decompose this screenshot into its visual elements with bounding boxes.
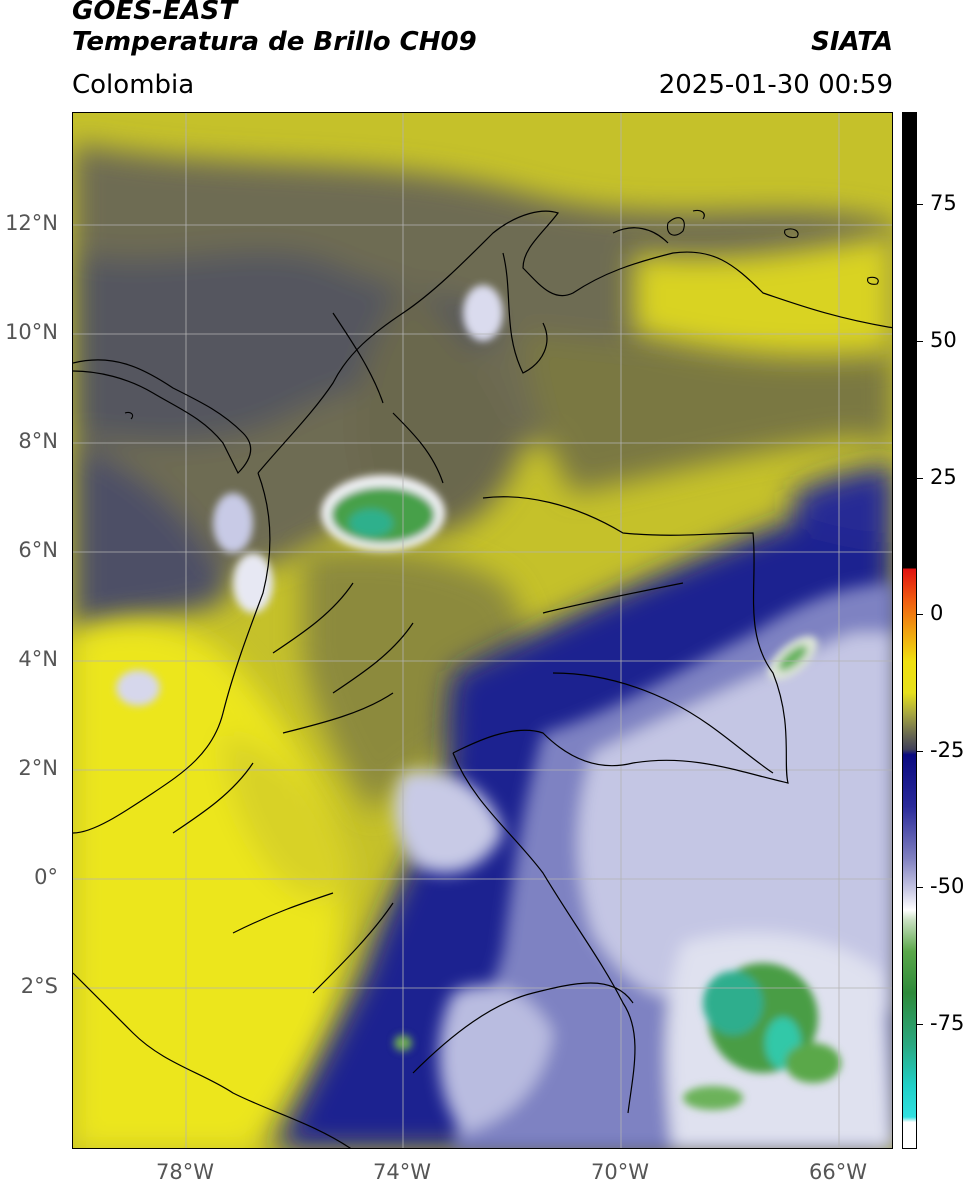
region-label: Colombia xyxy=(72,70,195,100)
graticule xyxy=(73,113,892,1148)
country-borders xyxy=(73,210,892,1148)
colorbar-tick: -25 xyxy=(930,738,965,762)
lon-tick: 66°W xyxy=(809,1160,867,1184)
lat-tick: 2°S xyxy=(20,974,58,998)
colorbar-tick: 25 xyxy=(930,465,957,489)
lat-tick: 0° xyxy=(34,865,58,889)
lat-tick: 10°N xyxy=(5,320,58,344)
colorbar-tick: -75 xyxy=(930,1011,965,1035)
timestamp-label: 2025-01-30 00:59 xyxy=(658,70,893,100)
lat-tick: 8°N xyxy=(18,429,58,453)
colorbar xyxy=(902,112,917,1149)
organization-label: SIATA xyxy=(811,27,893,57)
colorbar-tick: -50 xyxy=(930,874,965,898)
title-line1: GOES-EAST xyxy=(72,0,238,26)
lon-tick: 70°W xyxy=(591,1160,649,1184)
colorbar-tick: 75 xyxy=(930,191,957,215)
colorbar-tick: 0 xyxy=(930,601,944,625)
lat-tick: 2°N xyxy=(18,756,58,780)
lat-tick: 12°N xyxy=(5,211,58,235)
title-line2: Temperatura de Brillo CH09 xyxy=(72,27,477,57)
lat-tick: 4°N xyxy=(18,647,58,671)
lon-tick: 74°W xyxy=(373,1160,431,1184)
satellite-map[interactable] xyxy=(72,112,893,1149)
colorbar-tick: 50 xyxy=(930,328,957,352)
lat-tick: 6°N xyxy=(18,538,58,562)
lon-tick: 78°W xyxy=(156,1160,214,1184)
satellite-image xyxy=(73,113,892,1148)
